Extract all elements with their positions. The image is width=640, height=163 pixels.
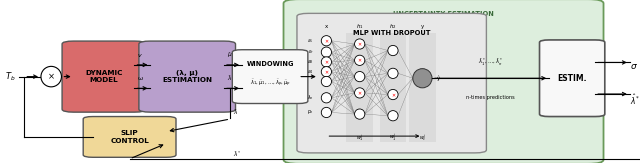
Text: x: x	[324, 24, 328, 29]
FancyBboxPatch shape	[540, 40, 605, 117]
Text: ×: ×	[48, 72, 54, 81]
Text: $a_3$: $a_3$	[307, 58, 314, 66]
Text: $\hat{\lambda}^*$: $\hat{\lambda}^*$	[630, 92, 640, 107]
Text: n-times predictions: n-times predictions	[467, 95, 515, 100]
Text: DYNAMIC
MODEL: DYNAMIC MODEL	[85, 70, 123, 83]
Text: ✕: ✕	[358, 58, 362, 63]
Ellipse shape	[41, 66, 61, 87]
Text: ŷ: ŷ	[437, 75, 440, 81]
Ellipse shape	[413, 69, 432, 88]
Ellipse shape	[388, 111, 398, 121]
Text: ESTIM.: ESTIM.	[557, 74, 587, 83]
Text: $a_1$: $a_1$	[307, 37, 314, 45]
Ellipse shape	[355, 109, 365, 119]
Text: $w_1^j$: $w_1^j$	[389, 132, 397, 143]
Text: $\sigma$: $\sigma$	[630, 62, 638, 71]
Ellipse shape	[321, 107, 332, 118]
Text: $\hat{\lambda}$: $\hat{\lambda}$	[227, 74, 232, 83]
Ellipse shape	[321, 93, 332, 103]
Ellipse shape	[321, 67, 332, 77]
Text: UNCERTAINTY ESTIMATION: UNCERTAINTY ESTIMATION	[393, 11, 494, 17]
Text: $\hat{\mu}$: $\hat{\mu}$	[227, 50, 232, 60]
Text: $h_1$: $h_1$	[356, 22, 364, 30]
Text: ✕: ✕	[391, 92, 395, 97]
Bar	[380, 33, 406, 142]
Text: ✕: ✕	[358, 42, 362, 46]
Text: $\hat{\lambda}^*$: $\hat{\lambda}^*$	[234, 149, 242, 159]
Text: $p_n$: $p_n$	[307, 108, 314, 117]
Ellipse shape	[321, 47, 332, 57]
Text: MLP WITH DROPOUT: MLP WITH DROPOUT	[353, 30, 431, 36]
Text: (λ, μ)
ESTIMATION: (λ, μ) ESTIMATION	[162, 70, 212, 83]
FancyBboxPatch shape	[284, 0, 604, 163]
Text: $\varepsilon_r$: $\varepsilon_r$	[308, 48, 314, 56]
Text: $T_b$: $T_b$	[5, 70, 16, 83]
Ellipse shape	[355, 72, 365, 82]
Text: $w_c^j$: $w_c^j$	[419, 132, 426, 143]
Ellipse shape	[321, 36, 332, 46]
FancyBboxPatch shape	[297, 13, 486, 153]
Text: ✕: ✕	[324, 69, 328, 74]
Bar	[346, 33, 373, 142]
Text: SLIP
CONTROL: SLIP CONTROL	[110, 130, 149, 144]
Text: $\hat{\lambda}^*_1, \ldots, \hat{\lambda}^*_n$: $\hat{\lambda}^*_1, \ldots, \hat{\lambda…	[478, 56, 503, 67]
Text: ✕: ✕	[324, 38, 328, 43]
Ellipse shape	[355, 39, 365, 49]
FancyBboxPatch shape	[62, 41, 146, 112]
Text: y: y	[420, 24, 424, 29]
Text: $\lambda_n$: $\lambda_n$	[307, 93, 314, 102]
Text: $\tilde{\lambda}_1, \tilde{\mu}_1, \ldots, \tilde{\lambda}_p, \tilde{\mu}_p$: $\tilde{\lambda}_1, \tilde{\mu}_1, \ldot…	[250, 78, 291, 89]
Text: WINDOWING: WINDOWING	[246, 61, 294, 67]
Text: $w_1^i$: $w_1^i$	[356, 132, 364, 143]
Text: $a_4$: $a_4$	[307, 68, 314, 76]
Text: v: v	[138, 53, 141, 58]
FancyBboxPatch shape	[139, 41, 236, 112]
Ellipse shape	[388, 68, 398, 78]
Text: ✕: ✕	[358, 90, 362, 95]
Ellipse shape	[388, 89, 398, 100]
Bar	[409, 33, 436, 142]
Text: $h_2$: $h_2$	[389, 22, 397, 30]
FancyBboxPatch shape	[232, 50, 308, 104]
Text: $\hat{\lambda}$: $\hat{\lambda}$	[234, 108, 239, 117]
FancyBboxPatch shape	[83, 117, 176, 157]
Ellipse shape	[388, 45, 398, 56]
Ellipse shape	[321, 76, 332, 87]
Text: ω: ω	[138, 76, 143, 81]
Text: ✕: ✕	[324, 59, 328, 64]
Ellipse shape	[355, 55, 365, 65]
Ellipse shape	[355, 88, 365, 98]
Ellipse shape	[321, 57, 332, 67]
